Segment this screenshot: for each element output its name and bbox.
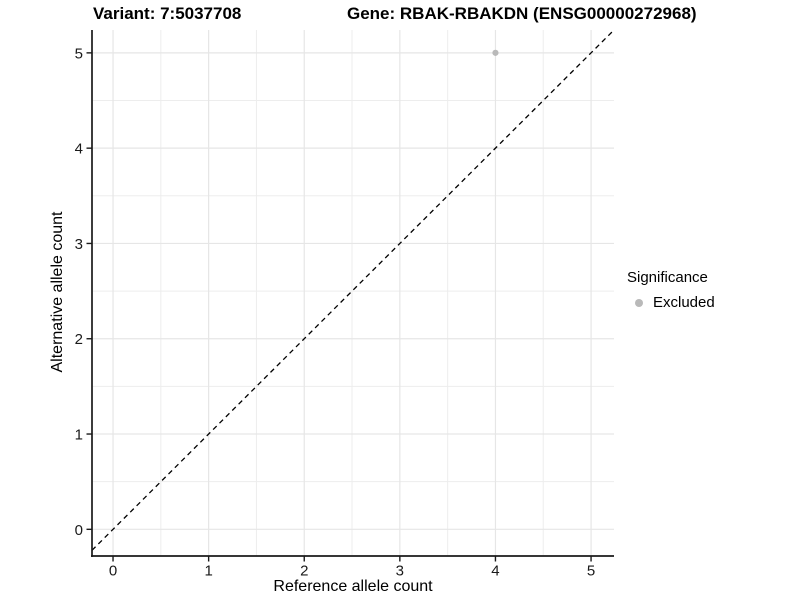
- x-tick-label: 2: [300, 563, 308, 580]
- x-tick-label: 5: [587, 563, 595, 580]
- legend-point-icon: [634, 298, 643, 307]
- y-tick-label: 0: [75, 522, 83, 539]
- legend-item: Excluded: [630, 294, 715, 311]
- y-tick-label: 5: [75, 45, 83, 62]
- plot-title-gene: Gene: RBAK-RBAKDN (ENSG00000272968): [347, 4, 697, 23]
- plot-title-variant: Variant: 7:5037708: [93, 4, 242, 23]
- x-tick-label: 0: [109, 563, 117, 580]
- legend: Significance Excluded: [627, 268, 715, 311]
- x-tick-label: 3: [396, 563, 404, 580]
- y-tick-label: 4: [75, 141, 83, 158]
- y-axis-title: Alternative allele count: [49, 211, 66, 373]
- data-point: [492, 49, 499, 56]
- y-tick-label: 1: [75, 427, 83, 444]
- legend-item-label: Excluded: [653, 294, 715, 311]
- legend-title: Significance: [627, 269, 708, 286]
- identity-reference-line: [91, 29, 615, 551]
- legend-key: [630, 294, 647, 311]
- x-tick-label: 4: [491, 563, 499, 580]
- y-tick-label: 3: [75, 236, 83, 253]
- legend-items: Excluded: [627, 294, 715, 311]
- x-tick-label: 1: [204, 563, 212, 580]
- y-tick-label: 2: [75, 331, 83, 348]
- x-axis-title: Reference allele count: [273, 578, 433, 595]
